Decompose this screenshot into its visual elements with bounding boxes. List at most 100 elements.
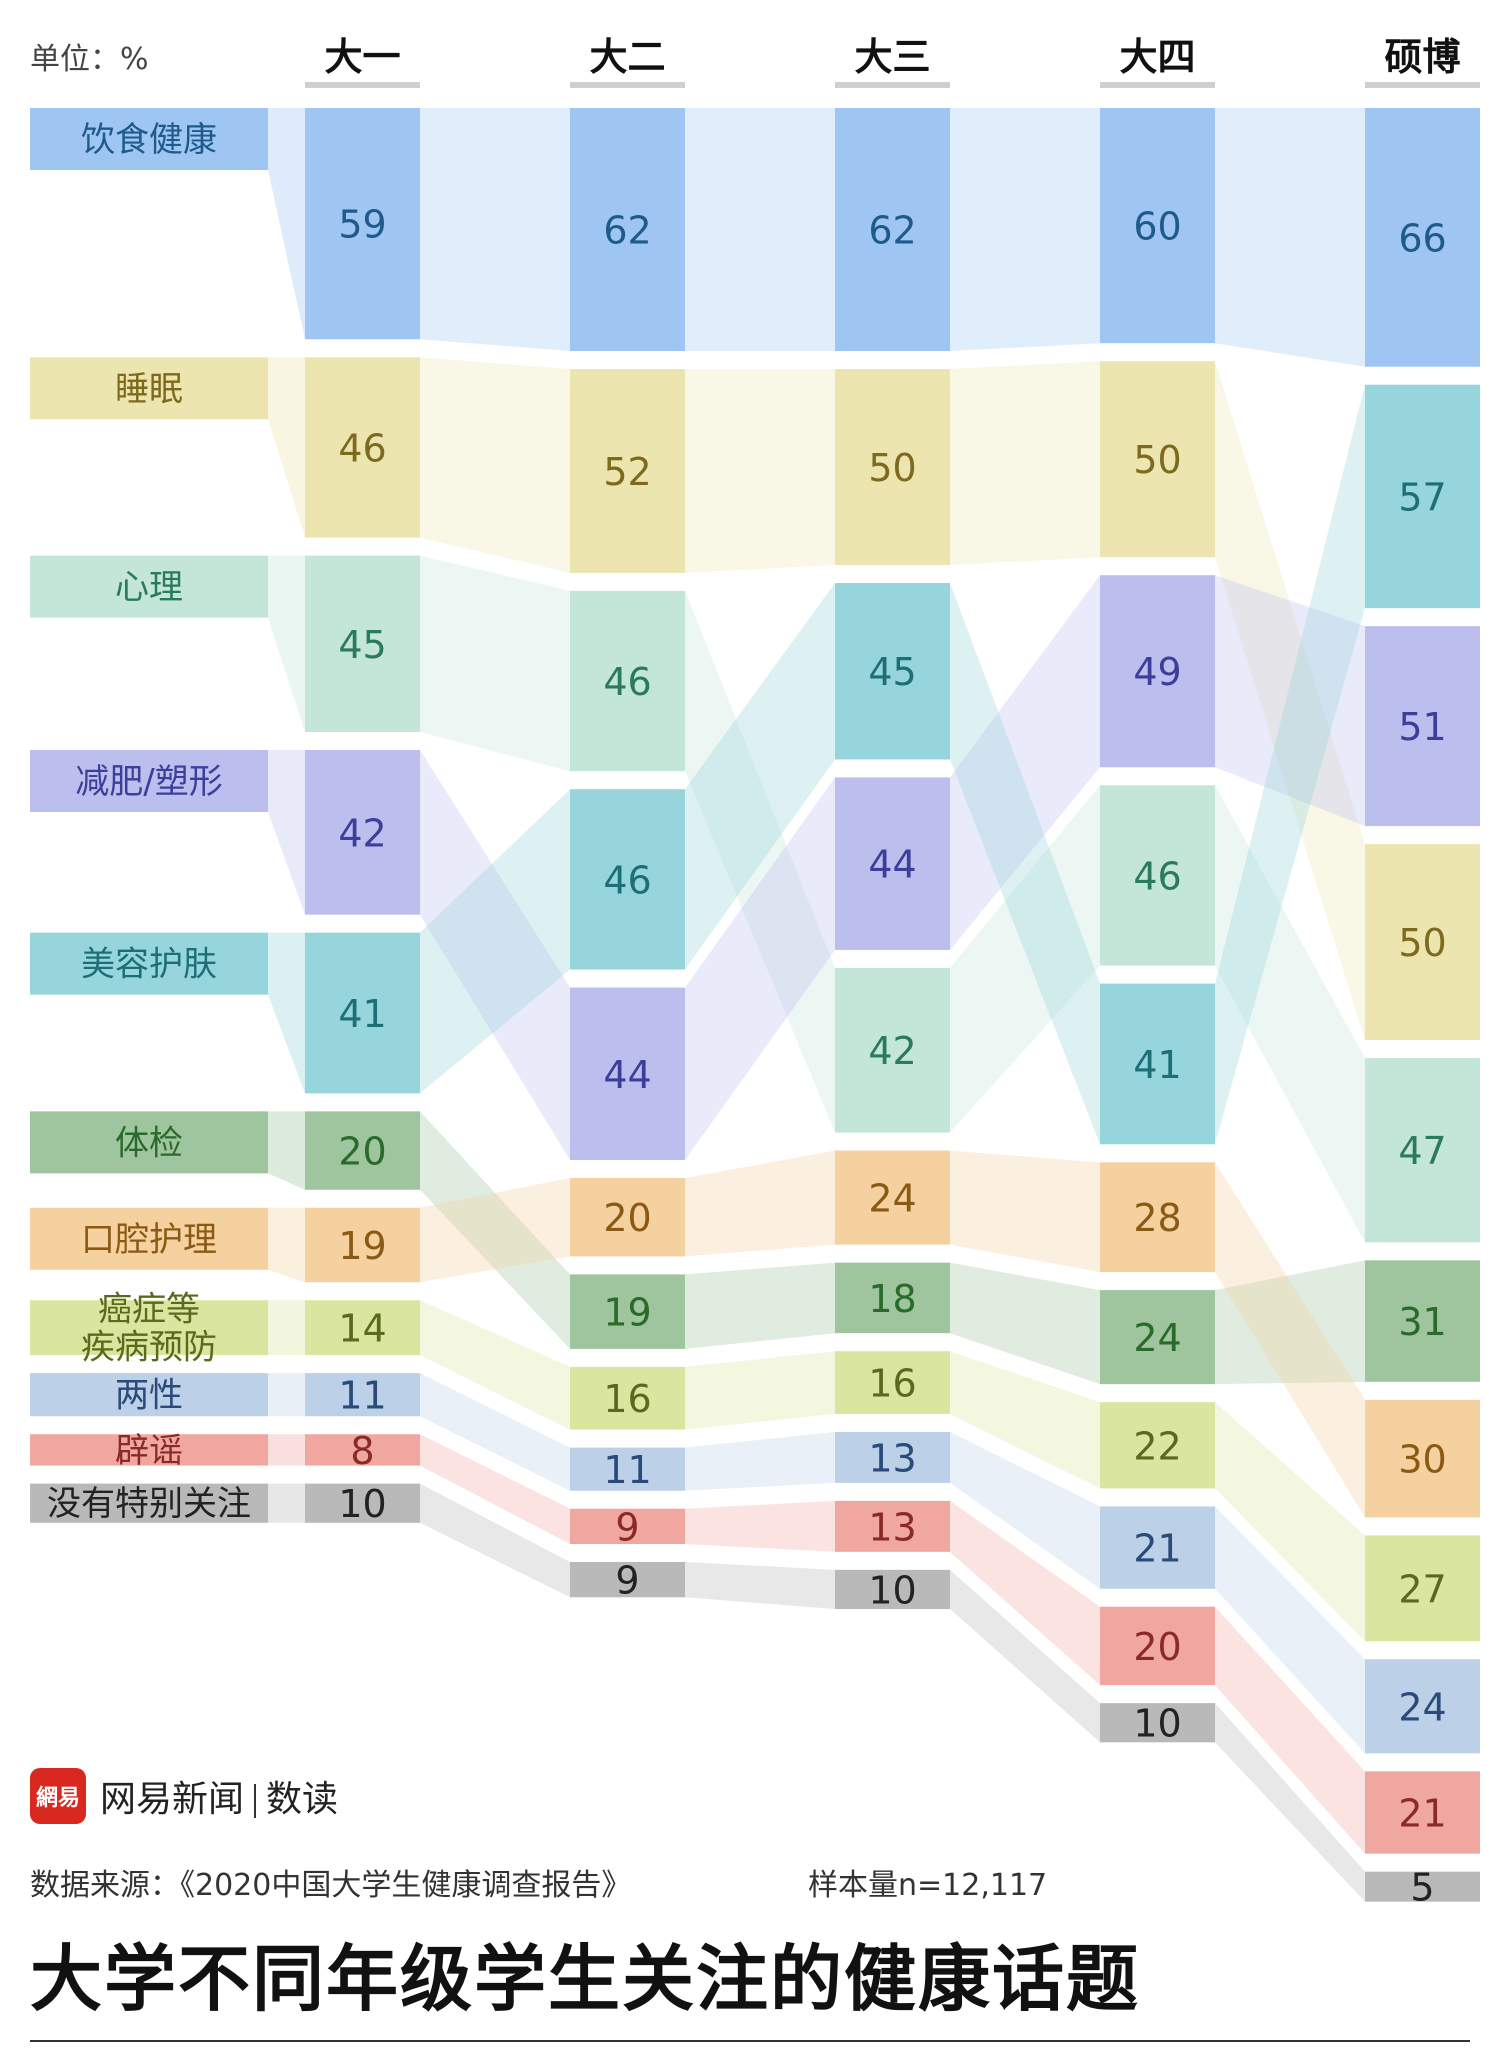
brand-divider <box>254 1784 257 1818</box>
flow-ribbon <box>268 750 305 915</box>
row-label: 心理 <box>115 568 183 608</box>
flow-ribbon <box>950 1150 1100 1273</box>
column-header: 硕博 <box>1384 35 1460 79</box>
bar <box>835 1569 950 1610</box>
flow-ribbon <box>950 785 1100 1133</box>
flow-ribbon <box>268 555 305 732</box>
row-label: 口腔护理 <box>81 1220 217 1260</box>
row-label: 两性 <box>115 1376 183 1416</box>
flow-ribbon <box>685 1262 835 1349</box>
bar <box>570 369 685 573</box>
row-label: 体检 <box>115 1123 183 1163</box>
flow-ribbon <box>1215 785 1365 1243</box>
column-header-underline <box>835 82 950 88</box>
flow-ribbon <box>685 1150 835 1257</box>
column-header-underline <box>1365 82 1480 88</box>
bar <box>835 108 950 352</box>
row-label: 减肥/塑形 <box>75 762 222 802</box>
data-label: 10 <box>338 1482 386 1526</box>
bar <box>1100 785 1215 966</box>
data-label: 14 <box>338 1307 386 1351</box>
bar <box>1365 844 1480 1041</box>
flow-ribbon <box>1215 1606 1365 1854</box>
data-label: 31 <box>1398 1300 1446 1344</box>
bar <box>835 1500 950 1552</box>
flow-ribbon <box>1215 384 1365 1145</box>
sample-size: 样本量n=12,117 <box>808 1868 1048 1903</box>
bar <box>835 777 950 950</box>
data-label: 9 <box>615 1505 639 1549</box>
bar <box>1100 575 1215 768</box>
bar <box>835 1431 950 1483</box>
row-label: 癌症等 <box>98 1290 200 1330</box>
flow-ribbon <box>950 1569 1100 1743</box>
data-label: 44 <box>603 1053 651 1097</box>
data-label: 45 <box>338 623 386 667</box>
row-label-box <box>30 357 268 420</box>
bar <box>570 1562 685 1598</box>
bar <box>1365 1771 1480 1854</box>
row-label-box <box>30 1373 268 1417</box>
flow-ribbon <box>420 789 570 1094</box>
bar <box>835 369 950 566</box>
bar <box>305 1111 420 1190</box>
flow-ribbon <box>950 361 1100 566</box>
flow-ribbon <box>1215 361 1365 1041</box>
bar <box>1100 108 1215 344</box>
bar <box>570 1178 685 1257</box>
flow-ribbon <box>420 1111 570 1349</box>
row-label: 没有特别关注 <box>47 1484 251 1524</box>
column-headers: 大一 大二 大三 大四 硕博 <box>305 35 1480 88</box>
unit-label: 单位：% <box>30 42 149 77</box>
bar <box>305 1373 420 1417</box>
flow-ribbon <box>420 1300 570 1430</box>
data-label: 46 <box>338 426 386 470</box>
flow-ribbon <box>950 108 1100 352</box>
flow-ribbon <box>1215 1162 1365 1518</box>
flow-ribbon <box>685 1562 835 1610</box>
row-label: 饮食健康 <box>81 120 217 160</box>
bar <box>570 789 685 970</box>
bar <box>1365 1260 1480 1382</box>
flow-ribbon <box>268 1111 305 1190</box>
flow-ribbon <box>1215 575 1365 827</box>
data-label: 46 <box>603 660 651 704</box>
data-label: 11 <box>338 1374 386 1418</box>
flow-ribbon <box>950 1431 1100 1589</box>
flow-ribbon <box>685 108 835 352</box>
data-label: 24 <box>1398 1685 1446 1729</box>
data-label: 62 <box>603 209 651 253</box>
row-label: 睡眠 <box>115 369 183 409</box>
data-label: 13 <box>868 1436 916 1480</box>
bar <box>1365 384 1480 609</box>
row-label-box <box>30 932 268 995</box>
data-label: 42 <box>868 1029 916 1073</box>
data-label: 20 <box>338 1130 386 1174</box>
bar <box>835 967 950 1133</box>
row-label-box <box>30 108 268 170</box>
flow-ribbon <box>950 1262 1100 1385</box>
row-label: 疾病预防 <box>81 1328 217 1368</box>
bar <box>1100 361 1215 558</box>
bar <box>570 590 685 772</box>
bar <box>570 1447 685 1491</box>
column-header-underline <box>1100 82 1215 88</box>
column-header: 大四 <box>1119 35 1195 79</box>
data-label: 16 <box>868 1362 916 1406</box>
data-label: 28 <box>1133 1196 1181 1240</box>
bar <box>1365 626 1480 827</box>
row-label-box <box>30 750 268 812</box>
bar <box>305 750 420 915</box>
column-header: 大一 <box>324 35 400 79</box>
data-label: 50 <box>1398 921 1446 965</box>
data-label: 21 <box>1398 1792 1446 1836</box>
bar <box>835 583 950 760</box>
bar <box>1365 1871 1480 1902</box>
column-header: 大三 <box>854 35 930 79</box>
data-label: 30 <box>1398 1438 1446 1482</box>
flow-ribbon <box>420 108 570 352</box>
row-label-box <box>30 1300 268 1356</box>
data-label: 46 <box>603 858 651 902</box>
brand-logo: 網易 网易新闻 数读 <box>30 1768 338 1824</box>
